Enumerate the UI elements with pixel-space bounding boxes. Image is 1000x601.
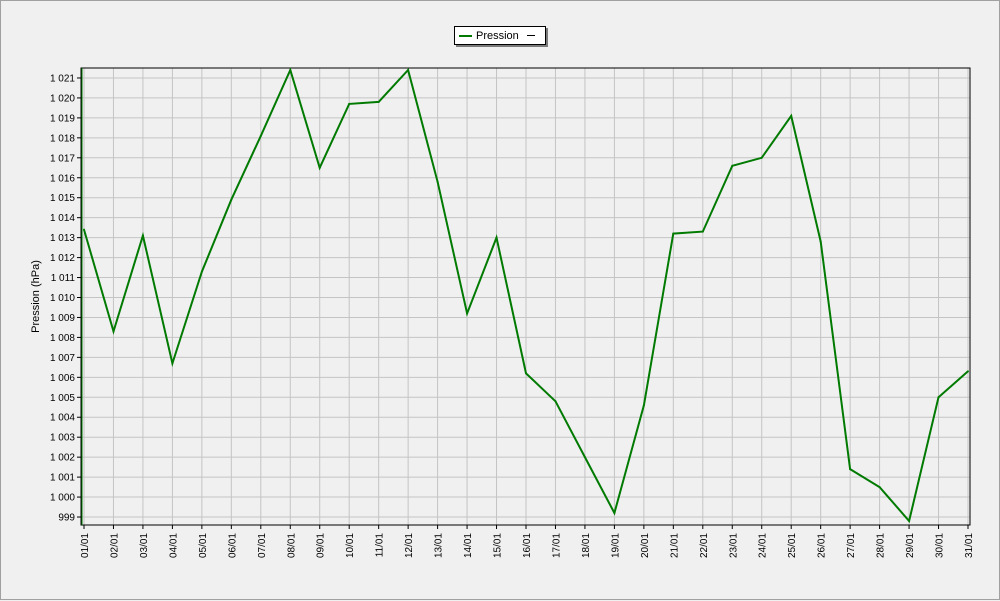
data-point xyxy=(937,396,940,399)
y-tick-label: 1 012 xyxy=(50,253,75,264)
x-tick-label: 22/01 xyxy=(699,533,710,558)
data-point xyxy=(760,156,763,159)
x-tick-label: 20/01 xyxy=(640,533,651,558)
y-tick-label: 1 009 xyxy=(50,313,75,324)
data-point xyxy=(407,68,410,71)
x-tick-label: 08/01 xyxy=(286,533,297,558)
x-tick-label: 28/01 xyxy=(876,533,887,558)
legend: Pression xyxy=(454,26,546,45)
data-point xyxy=(141,234,144,237)
data-point xyxy=(171,362,174,365)
x-tick-label: 11/01 xyxy=(375,533,386,558)
y-tick-label: 1 019 xyxy=(50,113,75,124)
data-point xyxy=(731,164,734,167)
plot-border xyxy=(80,67,971,526)
x-tick-label: 14/01 xyxy=(463,533,474,558)
data-point xyxy=(613,512,616,515)
data-point xyxy=(259,134,262,137)
y-tick-label: 1 008 xyxy=(50,333,75,344)
y-tick-label: 1 010 xyxy=(50,293,75,304)
y-tick-label: 1 001 xyxy=(50,473,75,484)
x-tick-label: 26/01 xyxy=(817,533,828,558)
legend-dash xyxy=(526,35,535,36)
y-tick-label: 1 011 xyxy=(51,273,76,284)
x-tick-label: 06/01 xyxy=(227,533,238,558)
data-point xyxy=(318,166,321,169)
y-tick-label: 1 002 xyxy=(50,453,75,464)
data-point xyxy=(790,114,793,117)
y-tick-label: 1 017 xyxy=(50,153,75,164)
x-tick-label: 04/01 xyxy=(168,533,179,558)
data-point xyxy=(908,520,911,523)
data-point xyxy=(967,370,969,373)
data-point xyxy=(230,198,233,201)
x-tick-label: 21/01 xyxy=(669,533,680,558)
y-tick-label: 1 003 xyxy=(50,433,75,444)
x-tick-label: 05/01 xyxy=(198,533,209,558)
x-tick-label: 13/01 xyxy=(434,533,445,558)
x-tick-label: 15/01 xyxy=(493,533,504,558)
data-point xyxy=(849,468,852,471)
y-tick-label: 1 013 xyxy=(50,233,75,244)
data-point xyxy=(554,400,557,403)
data-point xyxy=(642,404,645,407)
data-point xyxy=(701,230,704,233)
data-point xyxy=(83,228,85,231)
y-tick-label: 1 020 xyxy=(50,93,75,104)
x-tick-label: 25/01 xyxy=(787,533,798,558)
y-tick-label: 999 xyxy=(58,513,75,524)
y-tick-label: 1 018 xyxy=(50,133,75,144)
x-tick-label: 16/01 xyxy=(522,533,533,558)
data-point xyxy=(377,100,380,103)
y-tick-label: 1 000 xyxy=(50,493,75,504)
x-tick-label: 24/01 xyxy=(758,533,769,558)
data-point xyxy=(436,180,439,183)
y-axis-title: Pression (hPa) xyxy=(30,260,42,333)
x-tick-label: 03/01 xyxy=(139,533,150,558)
y-tick-label: 1 005 xyxy=(50,393,75,404)
x-tick-label: 09/01 xyxy=(316,533,327,558)
data-point xyxy=(878,486,881,489)
x-tick-label: 07/01 xyxy=(257,533,268,558)
y-tick-label: 1 021 xyxy=(50,73,75,84)
x-tick-label: 17/01 xyxy=(551,533,562,558)
data-point xyxy=(289,68,292,71)
data-point xyxy=(819,240,822,243)
y-tick-label: 1 016 xyxy=(50,173,75,184)
y-tick-label: 1 015 xyxy=(50,193,75,204)
x-tick-label: 19/01 xyxy=(610,533,621,558)
data-point xyxy=(495,236,498,239)
data-point xyxy=(525,372,527,375)
data-point xyxy=(348,102,351,105)
legend-label-pression: Pression xyxy=(476,29,519,42)
data-point xyxy=(583,456,586,459)
x-tick-label: 30/01 xyxy=(935,533,946,558)
x-tick-label: 23/01 xyxy=(728,533,739,558)
x-tick-label: 02/01 xyxy=(109,533,120,558)
data-point xyxy=(466,312,469,315)
data-point xyxy=(112,330,115,333)
x-tick-label: 10/01 xyxy=(345,533,356,558)
x-tick-label: 29/01 xyxy=(905,533,916,558)
legend-swatch-pression xyxy=(459,34,472,37)
x-tick-label: 27/01 xyxy=(846,533,857,558)
x-tick-label: 18/01 xyxy=(581,533,592,558)
y-tick-label: 1 004 xyxy=(50,413,75,424)
x-tick-label: 01/01 xyxy=(80,533,91,558)
y-tick-label: 1 007 xyxy=(50,353,75,364)
x-tick-label: 31/01 xyxy=(964,533,975,558)
data-point xyxy=(200,270,203,273)
data-point xyxy=(672,232,675,235)
x-tick-label: 12/01 xyxy=(404,533,415,558)
y-tick-label: 1 006 xyxy=(50,373,75,384)
y-tick-label: 1 014 xyxy=(50,213,75,224)
